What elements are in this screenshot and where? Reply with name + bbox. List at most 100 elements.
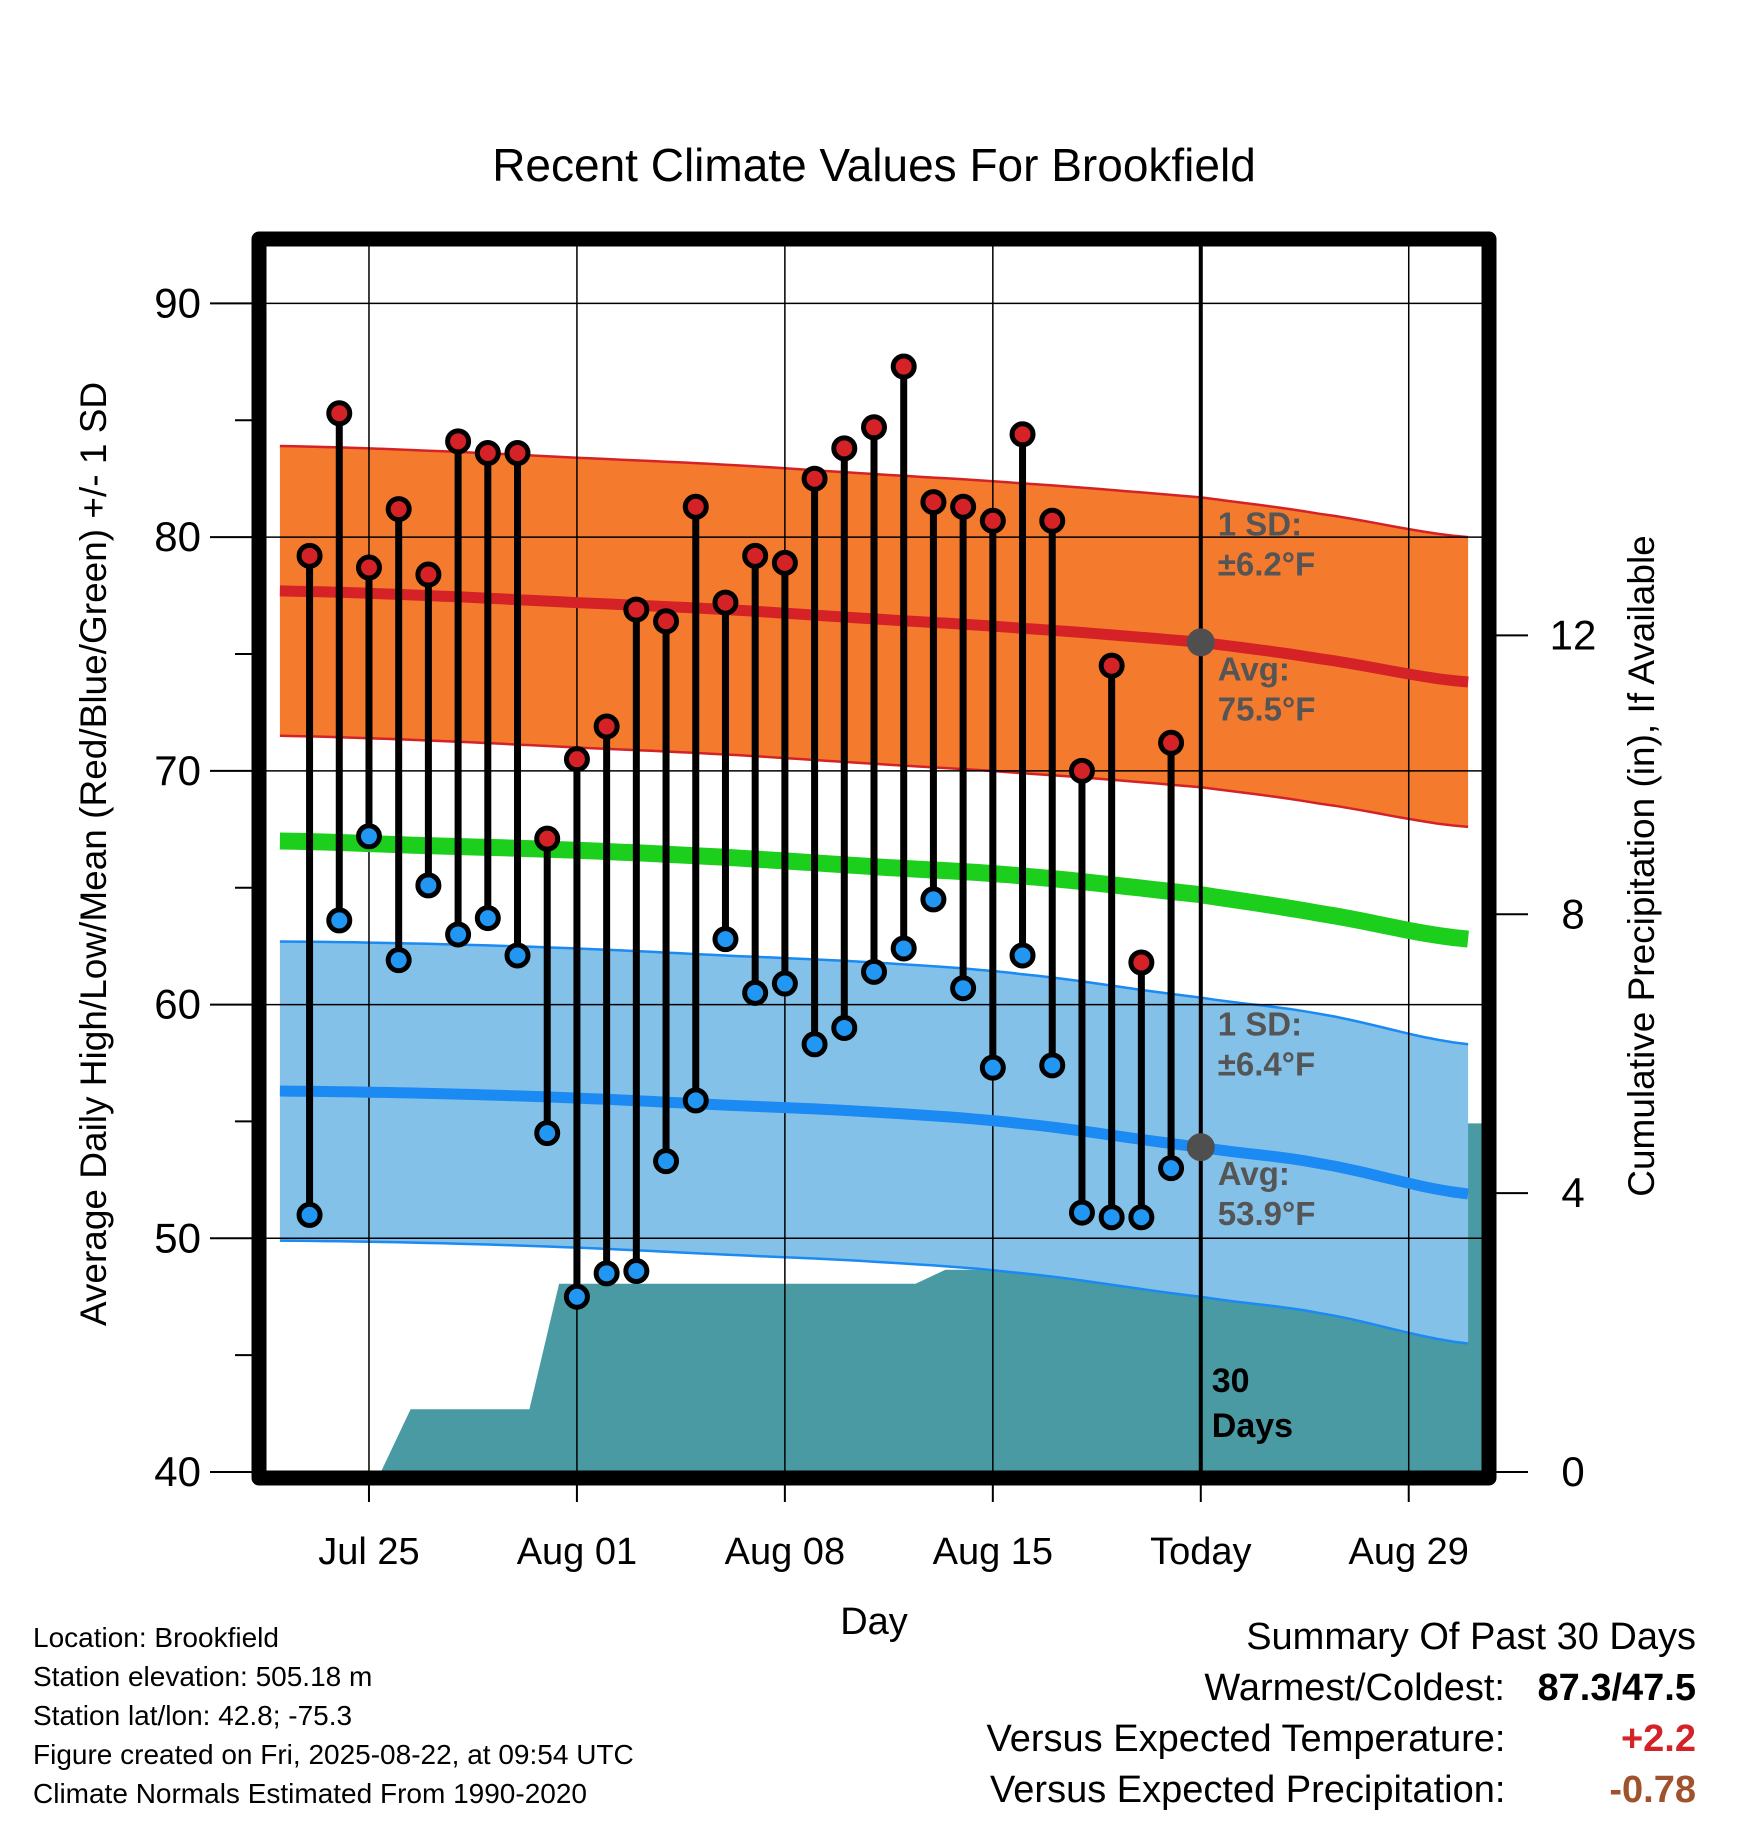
- obs-high-point-8: [504, 440, 531, 467]
- obs-low-point-29: [1128, 1204, 1155, 1231]
- obs-low-point-6: [445, 921, 472, 948]
- obs-high-point-6: [445, 428, 472, 455]
- latlon-text: Station lat/lon: 42.8; -75.3: [33, 1700, 353, 1731]
- obs-low-point-25: [1009, 942, 1036, 969]
- precip-departure-label: Versus Expected Precipitation:: [990, 1769, 1506, 1811]
- warmest-coldest-row: Warmest/Coldest: 87.3/47.5: [987, 1663, 1696, 1714]
- obs-low-point-21: [890, 935, 917, 962]
- low-sd-label: 1 SD:: [1218, 1006, 1302, 1043]
- x-axis-label: Day: [840, 1601, 908, 1643]
- x-tick-label-4: Today: [1150, 1531, 1251, 1573]
- obs-low-point-24: [979, 1054, 1006, 1081]
- high-avg-label: Avg:: [1218, 650, 1290, 687]
- obs-low-point-1: [296, 1201, 323, 1228]
- x-tick-label-0: Jul 25: [318, 1531, 419, 1573]
- obs-low-point-19: [831, 1014, 858, 1041]
- x-tick-label-3: Aug 15: [933, 1531, 1053, 1573]
- y-tick-label-50: 50: [154, 1214, 201, 1261]
- obs-low-point-2: [326, 907, 353, 934]
- low-sd-lower-edge: [279, 1239, 1469, 1345]
- elevation-text: Station elevation: 505.18 m: [33, 1661, 373, 1692]
- obs-high-point-11: [593, 713, 620, 740]
- precip-departure-row: Versus Expected Precipitation: -0.78: [987, 1765, 1696, 1816]
- low-sd-band: [279, 941, 1469, 1344]
- y2-tick-label-12: 12: [1550, 611, 1597, 658]
- plot-frame: [251, 231, 1497, 1486]
- x-tick-label-1: Aug 01: [517, 1531, 637, 1573]
- y2-axis-label: Cumulative Precipitation (in), If Availa…: [1621, 535, 1662, 1197]
- summary-panel: Summary Of Past 30 Days Warmest/Coldest:…: [987, 1612, 1696, 1816]
- obs-low-point-30: [1158, 1155, 1185, 1182]
- obs-low-point-20: [861, 958, 887, 985]
- obs-low-point-16: [742, 979, 769, 1006]
- obs-low-point-11: [593, 1260, 620, 1287]
- normal-low-line: [279, 1085, 1469, 1200]
- obs-high-point-28: [1098, 652, 1125, 679]
- obs-high-point-22: [920, 489, 947, 516]
- location-text: Location: Brookfield: [33, 1622, 279, 1653]
- obs-high-point-19: [831, 435, 858, 462]
- high-avg-marker: [1186, 628, 1215, 657]
- summary-title: Summary Of Past 30 Days: [1246, 1616, 1696, 1658]
- low-sd-value: ±6.4°F: [1218, 1046, 1315, 1083]
- obs-high-point-4: [385, 496, 412, 523]
- high-sd-label: 1 SD:: [1218, 505, 1302, 542]
- y-tick-label-40: 40: [154, 1448, 201, 1495]
- obs-high-point-30: [1158, 729, 1185, 756]
- precip-departure-value: -0.78: [1609, 1769, 1696, 1811]
- warmest-coldest-value: 87.3/47.5: [1537, 1667, 1696, 1709]
- obs-low-point-22: [920, 886, 947, 913]
- obs-high-point-2: [326, 400, 353, 427]
- obs-high-point-1: [296, 542, 323, 569]
- x-tick-label-5: Aug 29: [1349, 1531, 1469, 1573]
- obs-low-point-17: [771, 970, 798, 997]
- obs-high-point-7: [474, 440, 501, 467]
- obs-low-point-13: [653, 1148, 680, 1175]
- temp-departure-value: +2.2: [1620, 1718, 1696, 1760]
- high-sd-value: ±6.2°F: [1218, 545, 1315, 582]
- obs-high-point-12: [623, 596, 650, 623]
- obs-low-point-26: [1039, 1052, 1066, 1079]
- chart-title: Recent Climate Values For Brookfield: [492, 139, 1256, 191]
- obs-high-point-13: [653, 608, 680, 635]
- obs-low-point-5: [415, 872, 442, 899]
- y-tick-label-80: 80: [154, 513, 201, 560]
- obs-low-point-12: [623, 1258, 650, 1285]
- y-axis-label: Average Daily High/Low/Mean (Red/Blue/Gr…: [73, 382, 114, 1326]
- obs-high-point-21: [890, 353, 917, 380]
- obs-low-point-23: [950, 975, 977, 1002]
- obs-low-point-14: [682, 1087, 709, 1114]
- obs-high-point-26: [1039, 507, 1066, 534]
- high-avg-value: 75.5°F: [1218, 690, 1316, 727]
- obs-low-point-18: [801, 1031, 828, 1058]
- station-info: Location: Brookfield Station elevation: …: [33, 1618, 634, 1813]
- obs-low-point-10: [563, 1283, 590, 1310]
- obs-high-point-27: [1068, 757, 1095, 784]
- low-avg-value: 53.9°F: [1218, 1195, 1316, 1232]
- obs-high-point-24: [979, 507, 1006, 534]
- created-text: Figure created on Fri, 2025-08-22, at 09…: [33, 1739, 634, 1770]
- obs-low-point-7: [474, 905, 501, 932]
- obs-high-point-23: [950, 493, 977, 520]
- y-tick-label-70: 70: [154, 747, 201, 794]
- obs-low-point-8: [504, 942, 531, 969]
- obs-high-point-17: [771, 549, 798, 576]
- y2-tick-label-8: 8: [1561, 890, 1584, 937]
- days-label-word: Days: [1212, 1407, 1293, 1445]
- x-tick-label-2: Aug 08: [725, 1531, 845, 1573]
- obs-high-point-16: [742, 542, 769, 569]
- obs-low-point-27: [1068, 1199, 1095, 1226]
- y2-tick-label-4: 4: [1561, 1169, 1584, 1216]
- obs-high-point-14: [682, 493, 709, 520]
- obs-low-point-15: [712, 926, 739, 953]
- obs-high-point-18: [801, 465, 828, 492]
- y2-tick-label-0: 0: [1561, 1448, 1584, 1495]
- obs-high-point-5: [415, 561, 442, 588]
- temp-departure-row: Versus Expected Temperature: +2.2: [987, 1714, 1696, 1765]
- low-avg-label: Avg:: [1218, 1155, 1290, 1192]
- obs-low-point-4: [385, 947, 412, 974]
- obs-high-point-29: [1128, 949, 1155, 976]
- obs-high-point-3: [355, 554, 382, 581]
